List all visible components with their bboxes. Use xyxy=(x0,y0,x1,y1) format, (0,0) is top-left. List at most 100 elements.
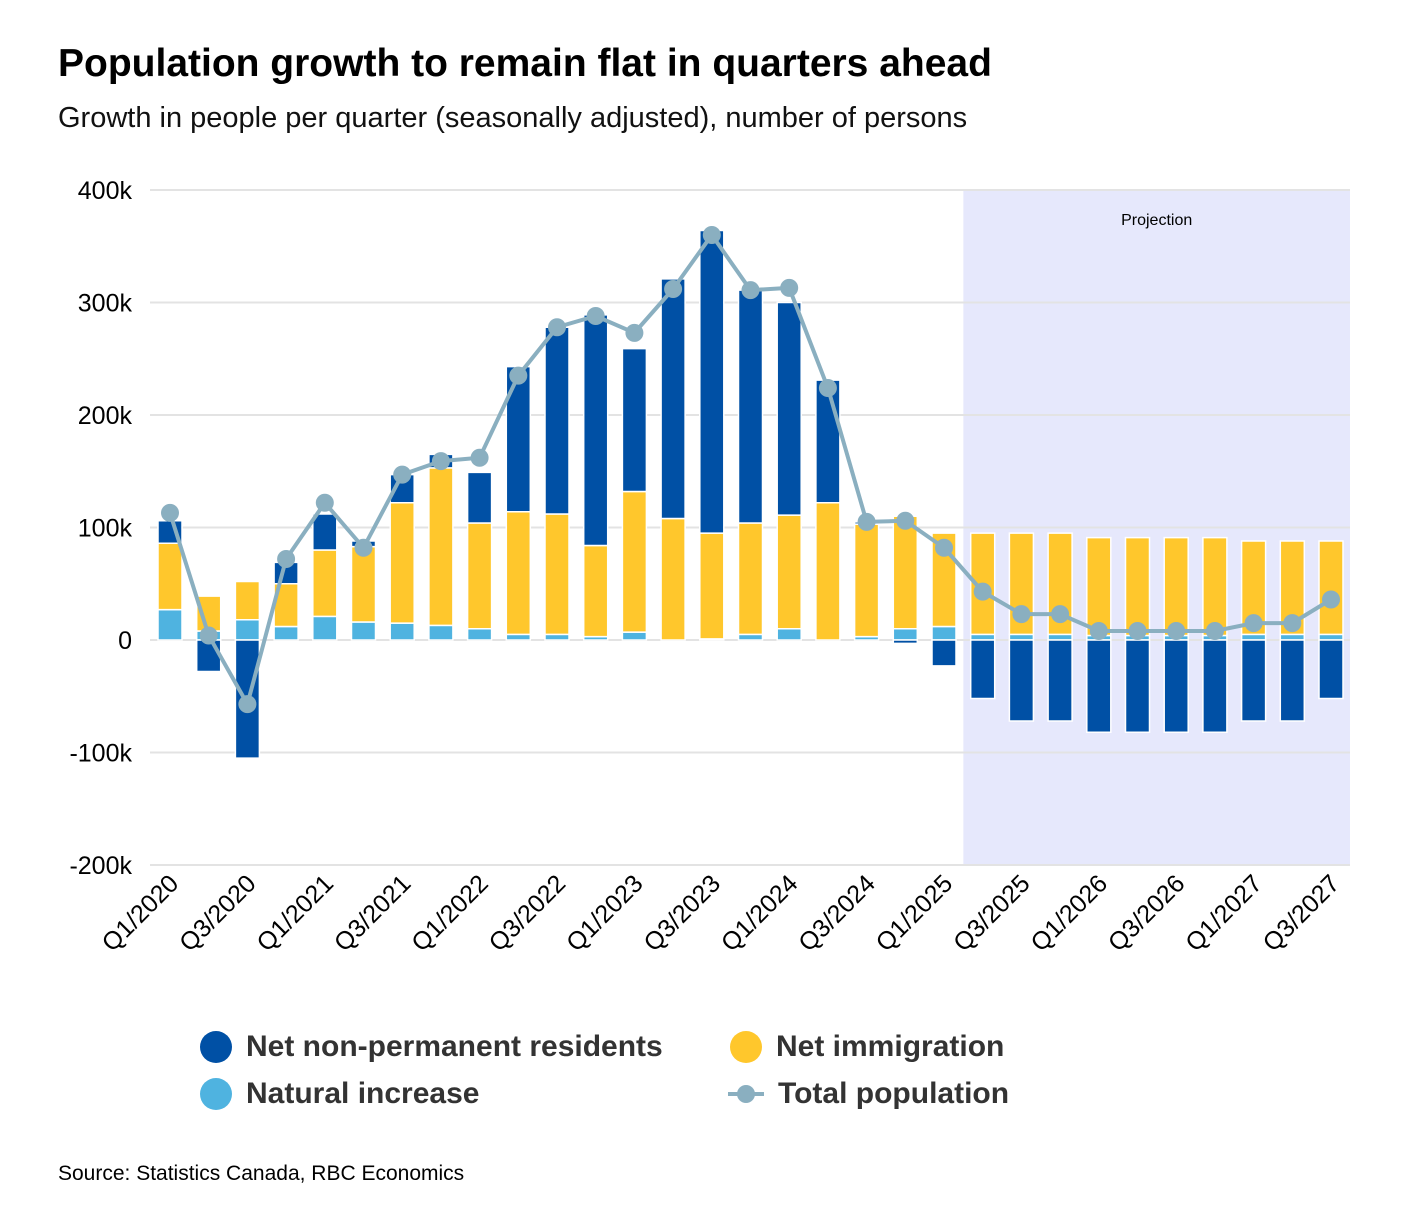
point-total-population xyxy=(857,512,876,531)
bar-net-npr xyxy=(1008,639,1035,722)
legend-natural: Natural increase xyxy=(200,1077,479,1111)
point-total-population xyxy=(199,626,218,645)
bar-net-immigration xyxy=(1086,536,1112,637)
projection-label: Projection xyxy=(1121,212,1192,229)
bar-net-npr xyxy=(505,365,532,513)
point-total-population xyxy=(354,538,373,557)
point-total-population xyxy=(238,695,257,714)
chart-title: Population growth to remain flat in quar… xyxy=(58,42,992,85)
bar-net-npr xyxy=(312,513,338,551)
x-tick-label: Q1/2025 xyxy=(871,869,959,957)
bar-net-npr xyxy=(660,278,686,520)
point-total-population xyxy=(1051,605,1070,624)
point-total-population xyxy=(1012,605,1031,624)
bar-natural-increase xyxy=(892,628,919,641)
bar-net-immigration xyxy=(350,545,377,623)
bar-net-immigration xyxy=(544,513,570,636)
point-total-population xyxy=(509,366,528,385)
bar-natural-increase xyxy=(931,625,957,641)
bar-net-npr xyxy=(969,639,996,700)
bar-net-npr xyxy=(1318,639,1344,700)
bar-net-npr xyxy=(737,289,764,524)
bar-net-immigration xyxy=(1163,536,1189,637)
bar-natural-increase xyxy=(776,628,802,641)
bar-net-immigration xyxy=(505,511,532,636)
bar-net-immigration xyxy=(1124,536,1151,637)
point-total-population xyxy=(1283,614,1302,633)
y-tick-label: 0 xyxy=(118,627,132,655)
point-total-population xyxy=(548,318,566,337)
bar-net-npr xyxy=(1240,639,1267,722)
legend-npr-swatch xyxy=(200,1031,232,1063)
bar-natural-increase xyxy=(1240,633,1267,641)
x-tick-label: Q3/2021 xyxy=(329,869,417,957)
bar-natural-increase xyxy=(466,628,493,641)
bar-net-npr xyxy=(776,301,802,516)
chart-svg: Projection400k300k200k100k0-100k-200kQ1/… xyxy=(69,177,1350,957)
bar-natural-increase xyxy=(157,608,183,641)
bar-net-npr xyxy=(1047,639,1073,722)
point-total-population xyxy=(1244,614,1263,633)
point-total-population xyxy=(1322,590,1340,609)
bar-natural-increase xyxy=(234,619,261,641)
point-total-population xyxy=(625,323,644,342)
point-total-population xyxy=(664,280,683,298)
bar-natural-increase xyxy=(350,621,377,641)
bar-net-npr xyxy=(1202,639,1228,733)
point-total-population xyxy=(702,226,721,244)
y-tick-label: 400k xyxy=(78,177,133,205)
bar-net-npr xyxy=(544,326,570,515)
x-tick-label: Q3/2025 xyxy=(948,869,1036,957)
y-tick-label: 200k xyxy=(78,402,133,430)
x-tick-label: Q1/2023 xyxy=(561,869,649,957)
bar-net-npr xyxy=(1163,639,1189,733)
y-tick-label: 300k xyxy=(78,290,133,318)
y-tick-label: -200k xyxy=(69,852,132,880)
bar-natural-increase xyxy=(969,633,996,641)
bar-net-npr xyxy=(815,379,841,504)
legend-total-label: Total population xyxy=(778,1077,1010,1110)
point-total-population xyxy=(818,379,837,397)
bar-net-npr xyxy=(582,314,609,547)
bar-natural-increase xyxy=(1047,633,1073,641)
x-tick-label: Q1/2021 xyxy=(251,869,339,957)
bar-net-immigration xyxy=(312,549,338,618)
bar-net-immigration xyxy=(621,490,648,633)
legend-immigration-label: Net immigration xyxy=(776,1030,1005,1063)
legend-npr-label: Net non-permanent residents xyxy=(246,1030,663,1063)
point-total-population xyxy=(161,503,179,522)
x-tick-label: Q1/2024 xyxy=(716,869,804,957)
bar-net-immigration xyxy=(853,523,880,638)
point-total-population xyxy=(315,493,334,512)
bar-net-immigration xyxy=(157,542,183,611)
bar-natural-increase xyxy=(273,625,299,641)
x-tick-label: Q3/2023 xyxy=(638,869,726,957)
bar-natural-increase xyxy=(621,631,648,641)
bar-net-npr xyxy=(892,639,919,645)
x-tick-label: Q3/2024 xyxy=(793,869,881,957)
point-total-population xyxy=(277,550,296,568)
x-tick-label: Q1/2027 xyxy=(1180,869,1268,957)
bar-natural-increase xyxy=(1318,633,1344,641)
bar-net-immigration xyxy=(892,515,919,630)
chart-subtitle: Growth in people per quarter (seasonally… xyxy=(58,102,968,134)
bar-natural-increase xyxy=(428,624,454,641)
x-tick-label: Q3/2027 xyxy=(1258,869,1346,957)
legend-natural-swatch xyxy=(200,1078,232,1110)
legend-immigration-swatch xyxy=(730,1031,762,1063)
point-total-population xyxy=(1128,622,1147,640)
x-tick-label: Q1/2026 xyxy=(1025,869,1113,957)
bar-net-npr xyxy=(1086,639,1112,733)
bar-net-npr xyxy=(1124,639,1151,733)
point-total-population xyxy=(973,582,992,601)
bar-net-immigration xyxy=(234,580,261,621)
point-total-population xyxy=(586,307,605,325)
point-total-population xyxy=(741,281,760,300)
y-tick-label: -100k xyxy=(69,740,132,768)
bar-natural-increase xyxy=(505,633,532,641)
legend-natural-label: Natural increase xyxy=(246,1077,480,1110)
bar-net-immigration xyxy=(699,532,725,640)
bar-natural-increase xyxy=(1008,633,1035,641)
legend-immigration: Net immigration xyxy=(730,1030,1004,1064)
